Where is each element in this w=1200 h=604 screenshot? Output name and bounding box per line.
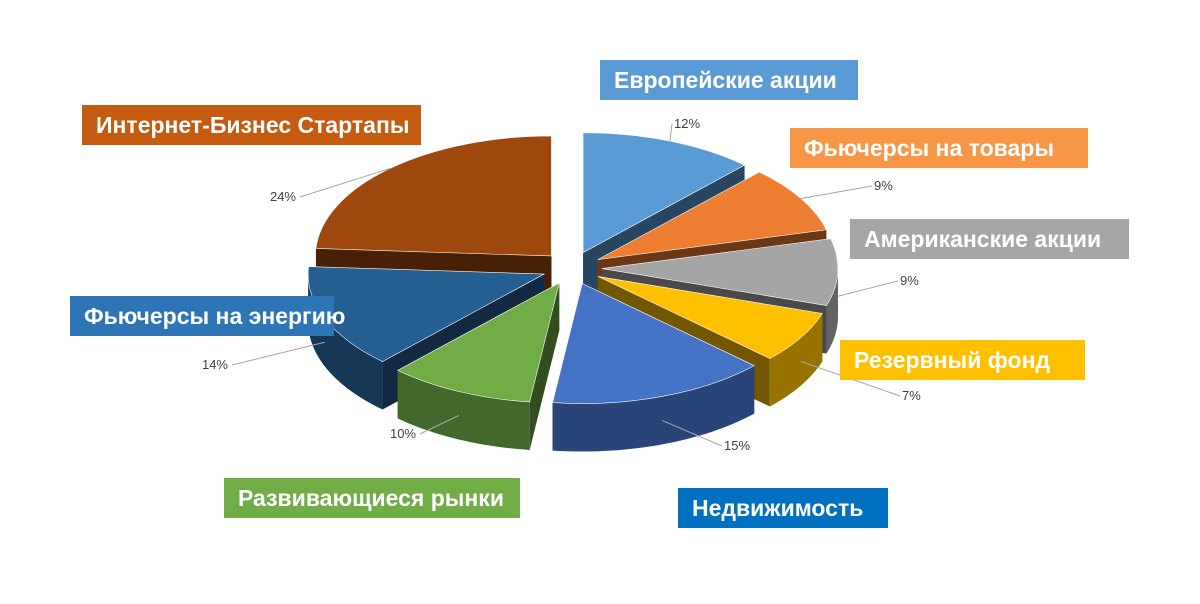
- pie-slice-top-2: [601, 238, 839, 306]
- leader-line-5: [419, 415, 459, 435]
- data-label-2: 9%: [900, 273, 919, 288]
- legend-label-real-estate: Недвижимость: [678, 488, 888, 528]
- pie-slice-wall-3: [769, 313, 823, 407]
- pie-slice-top-3: [597, 276, 823, 359]
- legend-label-emerging-markets: Развивающиеся рынки: [224, 478, 520, 518]
- legend-label-commodity-futures: Фьючерсы на товары: [790, 128, 1088, 168]
- data-label-3: 7%: [902, 388, 921, 403]
- pie-slice-top-4: [552, 283, 755, 404]
- leader-line-7: [299, 168, 391, 198]
- legend-label-internet-startups: Интернет-Бизнес Стартапы: [82, 105, 421, 145]
- data-label-4: 15%: [724, 438, 750, 453]
- pie-slice-top-1: [597, 171, 827, 260]
- pie-slice-5: [397, 282, 560, 450]
- pie-slice-4: [552, 283, 755, 452]
- pie-slice-wall-4: [552, 365, 755, 452]
- pie-slice-top-5: [397, 282, 560, 403]
- pie-slice-wall-2: [826, 268, 838, 354]
- leader-line-0: [669, 123, 673, 142]
- legend-label-us-stocks: Американские акции: [850, 219, 1129, 259]
- data-label-7: 24%: [270, 189, 296, 204]
- leader-line-4: [661, 419, 723, 447]
- data-label-5: 10%: [390, 426, 416, 441]
- legend-label-energy-futures: Фьючерсы на энергию: [70, 296, 345, 336]
- data-label-6: 14%: [202, 357, 228, 372]
- pie-slice-wall-5: [397, 370, 530, 450]
- legend-label-european-stocks: Европейские акции: [600, 60, 858, 100]
- leader-line-1: [800, 185, 873, 200]
- pie-slice-top-7: [315, 135, 552, 257]
- data-label-1: 9%: [874, 178, 893, 193]
- data-label-0: 12%: [674, 116, 700, 131]
- leader-line-6: [231, 341, 325, 366]
- legend-label-reserve-fund: Резервный фонд: [840, 340, 1085, 380]
- pie-slice-wall-6: [308, 274, 383, 410]
- leader-line-2: [837, 280, 899, 297]
